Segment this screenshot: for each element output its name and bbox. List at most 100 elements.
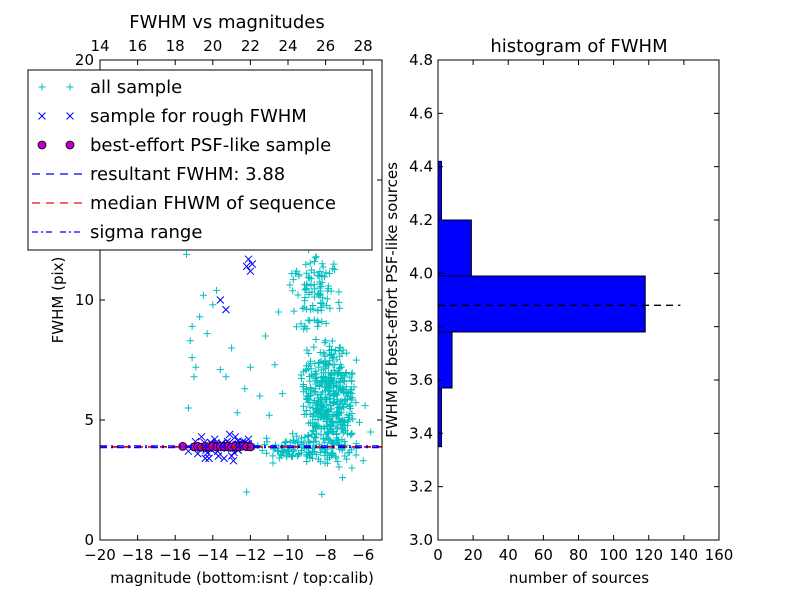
scatter-point <box>325 360 333 368</box>
scatter-point <box>325 453 333 461</box>
scatter-point <box>286 438 294 446</box>
scatter-point <box>319 349 327 357</box>
scatter-point <box>338 397 346 405</box>
scatter-point <box>182 250 190 258</box>
scatter-point <box>309 404 317 412</box>
scatter-point <box>348 396 356 404</box>
scatter-point <box>329 450 337 458</box>
scatter-point <box>318 490 326 498</box>
y-tick-label: 3.0 <box>409 531 433 549</box>
scatter-point <box>188 354 196 362</box>
scatter-point <box>315 319 323 327</box>
scatter-point <box>289 430 297 438</box>
scatter-point <box>289 437 297 445</box>
scatter-point <box>321 448 329 456</box>
scatter-point <box>216 296 225 304</box>
scatter-point <box>352 451 360 459</box>
scatter-point <box>192 363 200 371</box>
scatter-point <box>302 260 310 268</box>
scatter-point <box>307 306 315 314</box>
scatter-point <box>304 273 312 281</box>
legend-label: resultant FWHM: 3.88 <box>90 164 285 185</box>
scatter-point <box>297 438 305 446</box>
scatter-point <box>320 374 328 382</box>
legend-marker <box>65 140 75 150</box>
scatter-point <box>348 464 356 472</box>
scatter-point <box>303 325 311 333</box>
series-2 <box>178 441 255 452</box>
scatter-point <box>305 431 313 439</box>
scatter-point <box>324 428 332 436</box>
scatter-point <box>335 440 343 448</box>
scatter-reference-lines <box>100 445 382 449</box>
scatter-point <box>317 306 325 314</box>
y-tick-label: 4.6 <box>409 104 433 122</box>
scatter-point <box>228 344 236 352</box>
scatter-point <box>355 418 363 426</box>
scatter-point <box>324 429 332 437</box>
scatter-point <box>306 357 314 365</box>
scatter-point <box>214 452 223 460</box>
y-tick-label: 3.8 <box>409 318 433 336</box>
histogram-bar <box>437 275 646 333</box>
scatter-point <box>316 268 324 276</box>
scatter-point <box>335 347 343 355</box>
x-tick-label: −8 <box>315 546 337 564</box>
x-tick-label: −16 <box>159 546 191 564</box>
scatter-point <box>341 396 349 404</box>
scatter-title: FWHM vs magnitudes <box>129 12 324 33</box>
scatter-point <box>340 378 348 386</box>
histogram-y-axis-label: FWHM of best-effort PSF-like sources <box>383 162 401 438</box>
scatter-point <box>227 452 236 460</box>
scatter-point <box>304 316 312 324</box>
scatter-point <box>306 317 314 325</box>
scatter-point <box>323 459 331 467</box>
histogram-bar <box>437 387 443 448</box>
scatter-point <box>222 305 230 314</box>
histogram-panel: histogram of FWHM 0 20 40 60 80 100 120 140 160 3… <box>383 36 733 587</box>
scatter-point <box>326 395 334 403</box>
legend-entry: resultant FWHM: 3.88 <box>32 164 285 185</box>
scatter-point <box>309 427 317 435</box>
legend-label: all sample <box>90 77 182 98</box>
scatter-point <box>317 299 325 307</box>
scatter-axes: −20 −18 −16 −14 −12 −10 −8 −6 14 16 18 20 22 24 26 28 0 5… <box>75 37 382 564</box>
scatter-point <box>307 384 315 392</box>
legend-label: median FHWM of sequence <box>90 193 336 214</box>
scatter-point <box>313 370 321 378</box>
scatter-point <box>246 363 254 371</box>
scatter-point <box>302 385 310 393</box>
scatter-point <box>341 421 349 429</box>
scatter-point <box>343 349 351 357</box>
scatter-point <box>322 337 330 345</box>
scatter-point <box>184 404 192 412</box>
x-tick-label: 20 <box>464 546 483 564</box>
scatter-point <box>297 374 305 382</box>
scatter-point <box>285 450 293 458</box>
scatter-point <box>319 435 327 443</box>
scatter-point <box>303 457 311 465</box>
top-tick-label: 16 <box>128 37 147 55</box>
scatter-point <box>336 365 344 373</box>
scatter-point <box>289 447 297 455</box>
scatter-point <box>314 363 322 371</box>
scatter-point <box>327 405 335 413</box>
scatter-point <box>344 430 352 438</box>
scatter-point <box>334 425 342 433</box>
scatter-point <box>316 394 324 402</box>
scatter-point <box>344 418 352 426</box>
scatter-point <box>292 323 300 331</box>
scatter-point <box>322 269 330 277</box>
scatter-point <box>316 381 324 389</box>
scatter-point <box>210 435 219 444</box>
top-tick-label: 26 <box>316 37 335 55</box>
scatter-point <box>278 390 286 398</box>
scatter-point <box>310 316 318 324</box>
x-tick-label: −20 <box>84 546 116 564</box>
scatter-point <box>326 304 334 312</box>
scatter-point <box>316 284 324 292</box>
x-tick-label: 80 <box>569 546 588 564</box>
legend-entry: sigma range <box>32 222 202 243</box>
scatter-point <box>263 434 271 442</box>
scatter-point <box>310 343 318 351</box>
